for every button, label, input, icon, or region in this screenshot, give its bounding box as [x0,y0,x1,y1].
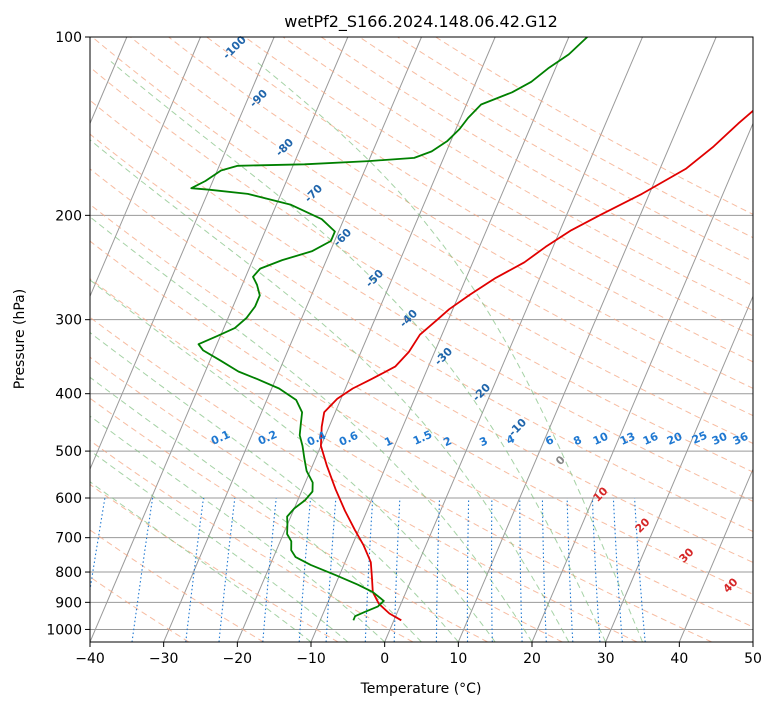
plot-area-background [90,37,753,642]
x-tick-label: 50 [744,651,762,667]
y-axis-title: Pressure (hPa) [12,289,28,389]
dewpoint-line [190,37,588,621]
moist-adiabat-line [90,331,459,642]
x-tick-label: 40 [670,651,688,667]
dry-adiabat-line [90,99,753,502]
isotherm-line [752,640,753,642]
x-tick-label: 10 [449,651,467,667]
temperature-line [320,109,753,622]
moist-adiabats [90,61,643,642]
mixing-ratio-line [131,497,154,642]
mixing-ratio-label: 20 [665,430,685,448]
mixing-ratio-line [364,497,374,642]
moist-adiabat-line [90,376,422,642]
mixing-ratio-label: 30 [710,430,730,448]
y-tick-label: 200 [55,208,82,224]
dry-adiabat-line [90,316,638,642]
dry-adiabat-line [90,440,414,642]
y-tick-label: 700 [55,531,82,547]
mixing-ratio-line [541,497,547,642]
mixing-ratio-line [298,497,312,642]
mixing-ratio-line [262,497,277,642]
dry-adiabat-line [168,37,753,389]
x-tick-label: −30 [149,651,179,667]
moist-adiabat-line [110,61,607,642]
mixing-ratio-line [466,497,470,642]
y-tick-label: 900 [55,595,82,611]
dry-adiabat-line [90,133,753,533]
x-axis-title: Temperature (°C) [360,681,482,697]
mixing-ratio-label: 10 [591,430,611,448]
mixing-ratio-line [393,497,401,642]
dry-adiabat-line [90,66,753,473]
isotherm-line [678,467,753,642]
moist-adiabat-line [90,279,496,642]
isotherm-line [531,122,753,642]
isotherm-line [605,295,753,642]
dry-adiabat-line [90,240,753,628]
y-tick-label: 400 [55,387,82,403]
isotherm-line [457,37,717,642]
isotherm-line [236,37,496,642]
mixing-ratio-line [490,497,493,642]
mixing-ratio-line [435,497,441,642]
mixing-ratio-line [634,497,646,642]
mixing-ratio-line [519,498,523,642]
dry-adiabat-line [90,356,563,642]
sounding-profiles [190,37,753,622]
mixing-ratio-label: 16 [641,430,661,448]
x-tick-label: −40 [75,651,105,667]
moist-adiabat-line [255,61,643,642]
isotherm-line [90,37,349,642]
x-tick-label: −10 [296,651,326,667]
y-tick-label: 100 [55,30,82,46]
y-tick-label: 500 [55,444,82,460]
dry-adiabat-line [90,168,753,563]
mixing-ratio-line [90,497,106,594]
moist-adiabat-line [90,216,533,642]
x-tick-label: 0 [380,651,389,667]
isotherm-line [90,37,275,471]
x-tick-label: 30 [597,651,615,667]
chart-title: wetPf2_S166.2024.148.06.42.G12 [284,12,558,32]
mixing-ratio-line [612,497,623,642]
y-tick-label: 1000 [46,622,82,638]
isotherm-line [90,37,201,298]
x-tick-label: 20 [523,651,541,667]
dry-adiabat-line [91,37,753,444]
isotherm-line [163,37,422,642]
moist-adiabat-line [90,415,386,642]
mixing-ratio-line [325,497,337,642]
mixing-ratio-label: 36 [731,430,751,448]
y-tick-label: 300 [55,313,82,329]
mixing-ratio-label: 25 [690,429,709,447]
y-tick-label: 600 [55,491,82,507]
mixing-ratio-lines [90,497,646,642]
dry-adiabat-line [206,37,753,363]
moist-adiabat-line [90,449,349,642]
mixing-ratio-label: 13 [618,430,637,448]
moist-adiabat-line [90,481,312,642]
mixing-ratio-line [591,497,601,642]
y-tick-label: 800 [55,565,82,581]
mixing-ratio-line [218,497,236,642]
plot-frame [89,36,754,643]
dry-adiabats [90,37,753,642]
axes: −40 −30 −20 −10 0 10 20 30 40 50 100 200 300 400 500 60… [46,30,762,667]
dry-adiabat-line [90,203,753,595]
mixing-ratio-line [566,497,574,642]
isobar-gridlines [90,37,753,630]
x-tick-label: −20 [223,651,253,667]
dry-adiabat-line [130,37,753,417]
mixing-ratio-line [185,497,205,642]
isotherm-line [384,37,643,642]
